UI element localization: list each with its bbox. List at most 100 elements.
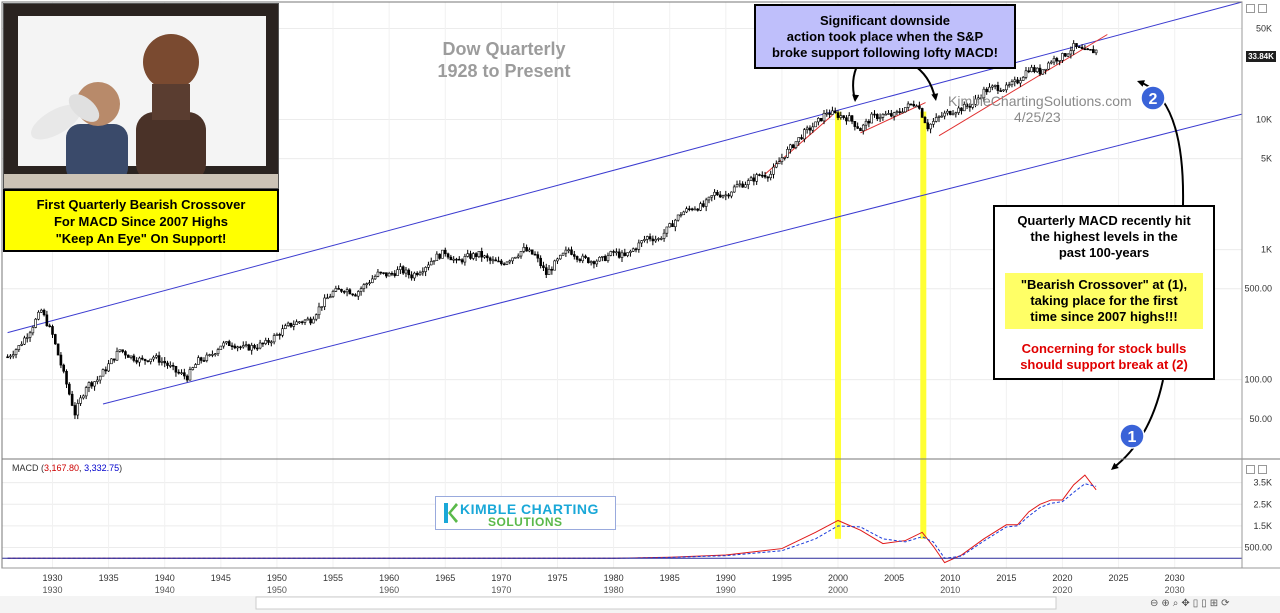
candle-body: [979, 97, 983, 100]
candle-body: [96, 379, 99, 382]
decade-tick-label: 2010: [940, 585, 960, 595]
candle-body: [536, 254, 540, 259]
candle-body: [404, 269, 408, 274]
candle-body: [286, 322, 290, 326]
candle-body: [306, 318, 310, 321]
decade-tick-label: 1970: [491, 585, 511, 595]
candle-body: [502, 263, 506, 266]
candle-body: [211, 354, 214, 356]
candle-body: [483, 255, 486, 258]
price-tick-label: 5K: [1261, 154, 1272, 164]
candle-body: [376, 271, 380, 277]
candle-body: [659, 238, 663, 240]
candle-body: [298, 321, 301, 324]
candle-body: [340, 288, 343, 292]
candle-body: [915, 105, 918, 108]
candle-body: [1024, 70, 1028, 78]
logo-line-1: KIMBLE CHARTING: [460, 501, 599, 517]
candle-body: [292, 324, 296, 327]
candle-body: [682, 211, 686, 216]
candle-body: [676, 214, 680, 221]
macd-legend-value: 3,167.80: [44, 463, 80, 473]
candle-body: [415, 272, 419, 276]
arrow-head-1: [1111, 462, 1119, 470]
candle-body: [542, 265, 545, 268]
x-tick-label: 2010: [940, 573, 960, 583]
candle-body: [17, 345, 21, 350]
candle-body: [550, 268, 554, 271]
candle-body: [491, 259, 495, 262]
candle-body: [777, 161, 781, 165]
candle-body: [107, 363, 110, 372]
decade-tick-label: 1950: [267, 585, 287, 595]
candle-body: [825, 112, 829, 115]
candle-body: [1041, 69, 1045, 75]
candle-body: [20, 343, 23, 346]
candle-body: [1083, 48, 1087, 51]
candle-body: [828, 112, 831, 115]
macd-panel: [2, 474, 1242, 564]
candle-body: [9, 355, 12, 358]
candle-body: [76, 403, 80, 416]
candle-body: [968, 106, 972, 108]
candle-body: [741, 183, 744, 188]
close-pane-icon[interactable]: [1258, 4, 1267, 13]
candle-body: [996, 84, 1000, 91]
candle-body: [528, 249, 531, 252]
bottom-toolbar[interactable]: ⊖⊕⌕✥▯▯⊞⟳: [1150, 598, 1233, 609]
candle-body: [623, 252, 627, 256]
marker-1-label: 1: [1128, 429, 1137, 446]
macd-close-icon[interactable]: [1258, 465, 1267, 474]
callout-top-line-3: broke support following lofty MACD!: [771, 45, 999, 60]
candle-body: [101, 369, 105, 377]
candle-body: [710, 195, 714, 198]
candle-body: [850, 115, 854, 122]
candle-body: [699, 203, 702, 211]
candle-body: [469, 253, 472, 259]
candle-body: [769, 174, 772, 179]
decade-tick-label: 1980: [604, 585, 624, 595]
candle-body: [940, 115, 944, 118]
candle-body: [278, 334, 282, 336]
kimble-charting-logo: KIMBLE CHARTING SOLUTIONS: [435, 496, 616, 530]
candle-body: [758, 174, 761, 176]
x-tick-label: 1955: [323, 573, 343, 583]
candle-body: [149, 358, 152, 362]
macd-tick-label: 2.5K: [1253, 499, 1272, 509]
candle-body: [634, 248, 638, 251]
candle-body: [696, 208, 700, 211]
macd-legend-name: MACD: [12, 463, 39, 473]
candle-body: [1035, 67, 1039, 73]
support-2002-line: [860, 102, 926, 134]
candle-body: [789, 144, 792, 150]
x-tick-label: 1965: [435, 573, 455, 583]
candle-body: [124, 351, 127, 356]
candle-body: [873, 113, 876, 116]
maximize-icon[interactable]: [1246, 4, 1255, 13]
candle-body: [351, 293, 354, 296]
candle-body: [601, 256, 604, 258]
candle-body: [488, 257, 492, 261]
candle-body: [359, 288, 363, 292]
candle-body: [564, 249, 568, 254]
macd-maximize-icon[interactable]: [1246, 465, 1255, 474]
candle-body: [774, 163, 778, 168]
price-tick-label: 10K: [1256, 114, 1272, 124]
candle-body: [847, 115, 851, 122]
arrow-head-2007: [931, 93, 939, 101]
candle-body: [606, 255, 610, 261]
x-tick-label: 2005: [884, 573, 904, 583]
candle-body: [194, 364, 197, 368]
candle-body: [270, 341, 273, 344]
candle-body: [326, 297, 329, 300]
candle-body: [581, 255, 585, 262]
candle-body: [985, 88, 989, 93]
commentary-line-3: past 100-years: [1058, 245, 1150, 260]
candle-body: [539, 257, 542, 267]
candle-body: [839, 115, 843, 118]
candle-body: [738, 183, 742, 186]
candle-body: [690, 208, 694, 211]
x-tick-label: 1950: [267, 573, 287, 583]
candle-body: [399, 266, 402, 270]
decade-tick-label: 2030: [1165, 585, 1185, 595]
